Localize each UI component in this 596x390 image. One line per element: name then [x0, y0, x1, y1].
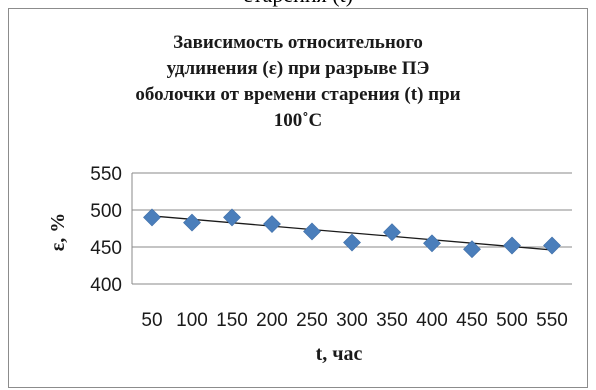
data-point-10: [503, 236, 521, 255]
x-tick-550: 550: [536, 310, 568, 331]
x-tick-labels: 50 100 150 200 250 300 350 400 450 500 550: [141, 310, 567, 331]
x-tick-100: 100: [176, 310, 208, 331]
y-tick-400: 400: [90, 275, 122, 296]
x-tick-400: 400: [416, 310, 448, 331]
x-tick-450: 450: [456, 310, 488, 331]
data-point-11: [543, 236, 561, 255]
y-tick-labels: 400 450 500 550: [90, 164, 122, 296]
chart-title-line-4: 100˚С: [273, 110, 323, 131]
x-tick-350: 350: [376, 310, 408, 331]
data-point-4: [263, 215, 281, 233]
x-tick-250: 250: [296, 310, 328, 331]
data-point-3: [223, 208, 241, 227]
data-point-6: [343, 233, 361, 252]
y-tick-500: 500: [90, 201, 122, 222]
y-axis-label: ε, %: [47, 213, 69, 252]
data-point-9: [463, 240, 481, 259]
x-axis-label: t, час: [316, 343, 363, 365]
chart-title: Зависимость относительного удлинения (ε)…: [0, 30, 596, 134]
data-point-7: [383, 223, 401, 242]
x-tick-300: 300: [336, 310, 368, 331]
chart-title-line-2: удлинения (ε) при разрыве ПЭ: [166, 58, 430, 79]
x-tick-50: 50: [141, 310, 162, 331]
chart-title-line-3: оболочки от времени старения (t) при: [135, 84, 461, 105]
chart-title-line-1: Зависимость относительного: [173, 32, 423, 53]
x-tick-150: 150: [216, 310, 248, 331]
data-point-8: [423, 234, 441, 253]
y-tick-450: 450: [90, 238, 122, 259]
y-tick-550: 550: [90, 164, 122, 185]
x-tick-200: 200: [256, 310, 288, 331]
data-point-5: [303, 222, 321, 241]
data-point-2: [183, 213, 201, 232]
x-tick-500: 500: [496, 310, 528, 331]
gridlines: [132, 172, 572, 285]
trendline-group: [151, 215, 553, 251]
cropped-caption-fragment: старения (t): [0, 0, 596, 8]
chart-frame: [8, 8, 588, 388]
trendline: [151, 215, 553, 251]
data-point-1: [143, 208, 161, 227]
data-points: [143, 208, 561, 259]
